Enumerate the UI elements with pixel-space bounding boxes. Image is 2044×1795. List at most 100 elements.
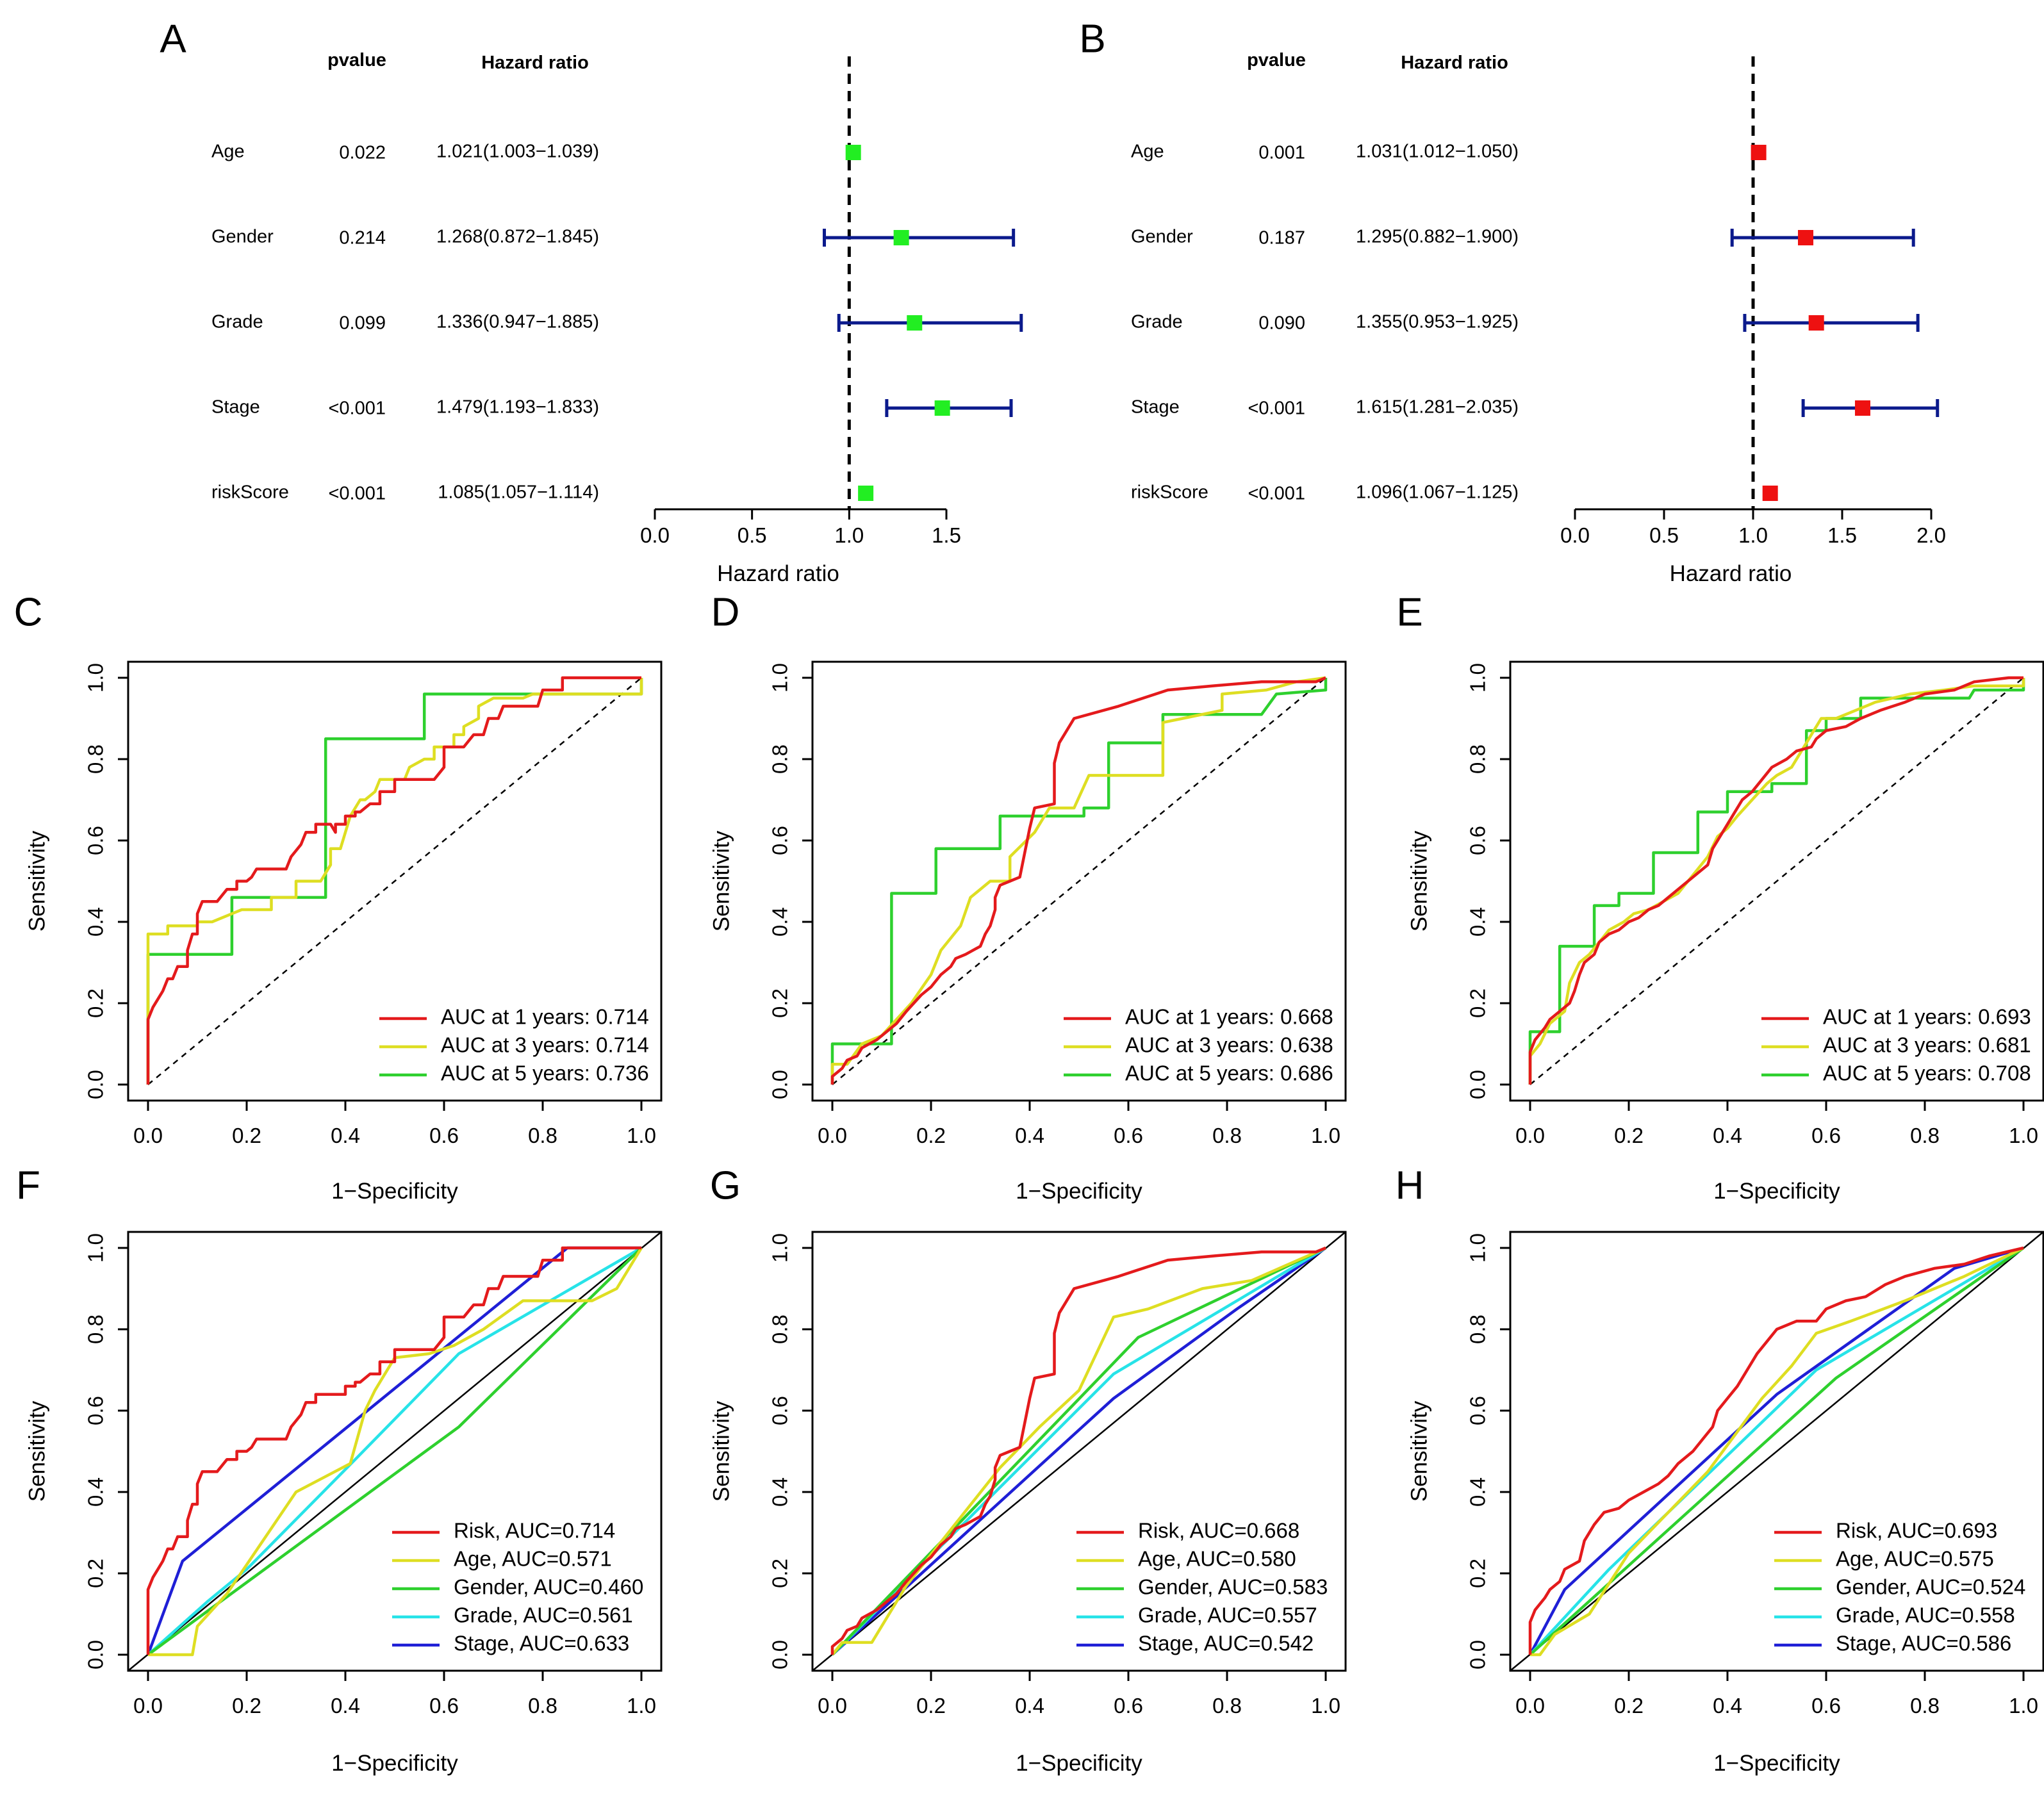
- panel-label: E: [1396, 590, 1422, 634]
- x-tick-label: 0.6: [1114, 1694, 1143, 1717]
- x-tick-label: 0.0: [1515, 1124, 1545, 1147]
- hr-point: [1798, 230, 1814, 245]
- legend-entry: AUC at 1 years: 0.714: [441, 1005, 649, 1029]
- hr-header: Hazard ratio: [481, 53, 589, 73]
- x-axis-title: 1−Specificity: [1713, 1751, 1840, 1776]
- forest-row-Grade: Grade 0.099 1.336(0.947−1.885): [211, 312, 1023, 334]
- roc-curve-2: [148, 1247, 643, 1657]
- y-tick-label: 0.8: [768, 1315, 792, 1344]
- row-name: riskScore: [1131, 482, 1208, 503]
- row-name: Age: [1131, 142, 1164, 162]
- x-tick-label: 0.5: [1649, 523, 1679, 547]
- x-tick-label: 1.0: [2009, 1124, 2038, 1147]
- roc-curve-3: [1529, 1247, 2025, 1656]
- x-tick-label: 0.4: [1713, 1124, 1742, 1147]
- row-pvalue: <0.001: [328, 484, 386, 504]
- row-pvalue: <0.001: [328, 398, 386, 419]
- legend-entry: Stage, AUC=0.633: [454, 1632, 629, 1655]
- roc-curve-2: [831, 1246, 1326, 1656]
- row-name: Gender: [211, 227, 274, 247]
- chance-diagonal: [147, 677, 642, 1085]
- roc-curve-4: [831, 1247, 1327, 1656]
- row-hr-text: 1.355(0.953−1.925): [1356, 312, 1519, 332]
- x-tick-label: 0.6: [429, 1694, 459, 1717]
- x-tick-label: 0.8: [1212, 1124, 1242, 1147]
- roc-panel-G: G 0.0 0.2 0.4 0.6 0.8 1.0 0.0 0.2 0.4 0.6 0.8 1.0 1−S…: [709, 1163, 1347, 1776]
- forest-row-Gender: Gender 0.214 1.268(0.872−1.845): [211, 227, 1016, 249]
- y-tick-label: 0.4: [768, 907, 792, 937]
- hr-point: [858, 486, 874, 501]
- legend-entry: Gender, AUC=0.583: [1138, 1575, 1328, 1599]
- legend-entry: Gender, AUC=0.460: [454, 1575, 643, 1599]
- legend-entry: AUC at 3 years: 0.714: [441, 1033, 649, 1057]
- hr-point: [1854, 400, 1870, 416]
- chance-diagonal: [812, 1231, 1346, 1671]
- panel-label: C: [14, 590, 43, 634]
- y-tick-label: 1.0: [1466, 1233, 1490, 1263]
- row-hr-text: 1.479(1.193−1.833): [436, 397, 599, 418]
- row-name: riskScore: [211, 482, 289, 503]
- roc-curve-3: [830, 678, 1328, 1085]
- x-tick-label: 1.0: [1738, 523, 1768, 547]
- roc-curve-1: [146, 1246, 641, 1655]
- hr-point: [934, 400, 950, 416]
- x-tick-label: 0.8: [528, 1694, 557, 1717]
- y-tick-label: 0.4: [1466, 1477, 1490, 1507]
- pvalue-header: pvalue: [1247, 50, 1306, 70]
- row-hr-text: 1.268(0.872−1.845): [436, 227, 599, 247]
- x-tick-label: 0.8: [1212, 1694, 1242, 1717]
- row-hr-text: 1.336(0.947−1.885): [436, 312, 599, 332]
- x-tick-label: 1.5: [1827, 523, 1857, 547]
- forest-row-riskScore: riskScore <0.001 1.085(1.057−1.114): [211, 482, 874, 504]
- roc-curve-2: [1530, 1246, 2024, 1657]
- row-hr-text: 1.096(1.067−1.125): [1356, 482, 1519, 503]
- roc-curve-3: [147, 1247, 643, 1656]
- x-tick-label: 1.0: [2009, 1694, 2038, 1717]
- y-tick-label: 0.0: [768, 1070, 792, 1099]
- x-tick-label: 0.4: [331, 1124, 360, 1147]
- x-tick-label: 0.2: [916, 1124, 946, 1147]
- roc-curve-1: [830, 676, 1326, 1085]
- roc-curve-1: [830, 1246, 1326, 1655]
- y-axis-title: Sensitivity: [24, 830, 49, 931]
- x-axis-title: 1−Specificity: [1016, 1751, 1142, 1776]
- legend-entry: Age, AUC=0.575: [1836, 1547, 1994, 1571]
- legend-entry: Grade, AUC=0.557: [1138, 1603, 1317, 1627]
- forest-row-Age: Age 0.001 1.031(1.012−1.050): [1131, 142, 1767, 163]
- row-hr-text: 1.031(1.012−1.050): [1356, 142, 1519, 162]
- hr-point: [1762, 486, 1778, 501]
- x-tick-label: 1.0: [1311, 1694, 1340, 1717]
- panel-label: G: [710, 1163, 741, 1208]
- x-axis-title: 1−Specificity: [1713, 1179, 1840, 1204]
- x-axis-title: 1−Specificity: [331, 1751, 458, 1776]
- roc-curve-1: [1528, 1246, 2024, 1655]
- y-tick-label: 0.6: [1466, 826, 1490, 855]
- row-pvalue: 0.001: [1258, 143, 1305, 163]
- row-pvalue: <0.001: [1248, 484, 1305, 504]
- y-tick-label: 0.0: [1466, 1640, 1490, 1669]
- roc-curve-3: [1528, 678, 2025, 1085]
- x-tick-label: 0.0: [640, 523, 670, 547]
- x-tick-label: 0.2: [232, 1124, 261, 1147]
- legend-entry: Age, AUC=0.580: [1138, 1547, 1296, 1571]
- row-pvalue: 0.099: [339, 313, 386, 334]
- y-tick-label: 0.6: [1466, 1396, 1490, 1425]
- x-axis-title: 1−Specificity: [1016, 1179, 1142, 1204]
- y-tick-label: 0.0: [84, 1070, 108, 1099]
- roc-panel-F: F 0.0 0.2 0.4 0.6 0.8 1.0 0.0 0.2 0.4 0.6 0.8 1.0 1−S…: [16, 1163, 663, 1776]
- chance-diagonal: [128, 1231, 662, 1671]
- x-tick-label: 0.2: [1614, 1694, 1644, 1717]
- roc-panel-C: C 0.0 0.2 0.4 0.6 0.8 1.0 0.0 0.2 0.4 0.6 0.8 1.0 1−S…: [14, 590, 663, 1204]
- y-tick-label: 0.8: [768, 744, 792, 774]
- x-tick-label: 0.2: [916, 1694, 946, 1717]
- x-tick-label: 0.0: [1560, 523, 1590, 547]
- y-tick-label: 0.2: [84, 988, 108, 1018]
- x-tick-label: 1.5: [932, 523, 961, 547]
- x-tick-label: 0.0: [133, 1694, 163, 1717]
- y-tick-label: 1.0: [1466, 663, 1490, 693]
- row-pvalue: 0.214: [339, 228, 386, 249]
- roc-curve-5: [1529, 1246, 2024, 1656]
- hr-header: Hazard ratio: [1401, 53, 1508, 73]
